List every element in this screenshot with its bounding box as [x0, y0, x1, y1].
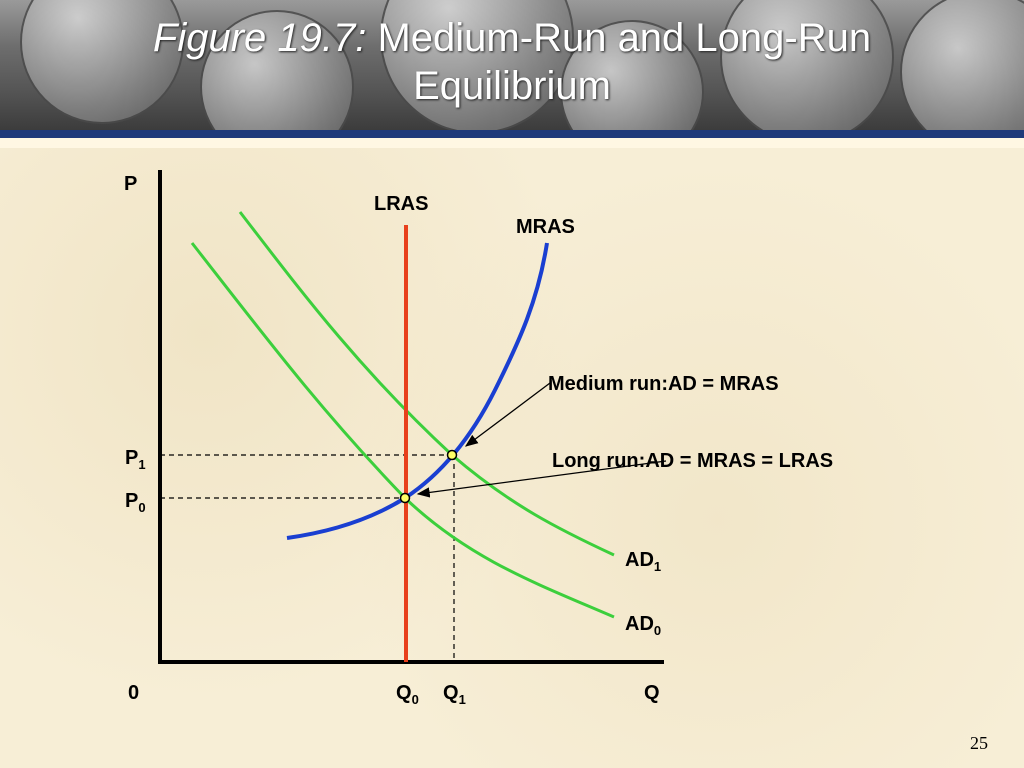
q0-label: Q0 [396, 682, 419, 707]
title-line1: Medium-Run and Long-Run [377, 16, 872, 60]
header-rule-light [0, 138, 1024, 148]
title-line2: Equilibrium [413, 64, 611, 108]
coin-decoration [720, 0, 894, 130]
coin-decoration [200, 10, 354, 130]
page-number: 25 [970, 733, 988, 753]
y-axis-label: P [124, 173, 137, 195]
lras-label: LRAS [374, 193, 428, 215]
q1-label: Q1 [443, 682, 466, 707]
ad0-label: AD0 [625, 613, 661, 638]
p0-label: P0 [125, 490, 146, 515]
slide-title: Figure 19.7: Medium-Run and Long-Run Equ… [0, 14, 1024, 110]
equilibrium-diagram: P Q 0 LRAS MRAS AD1 AD0 P1 P0 Q0 Q1 Medi… [124, 170, 833, 707]
ad0-curve [190, 242, 615, 619]
medium-run-annotation: Medium run:AD = MRAS [548, 373, 779, 395]
ad1-curve [238, 211, 615, 557]
ad1-label: AD1 [625, 549, 661, 574]
x-axis-label: Q [644, 682, 660, 704]
coin-decoration [900, 0, 1024, 130]
origin-label: 0 [128, 682, 139, 704]
header-rule [0, 130, 1024, 138]
slide-body: P Q 0 LRAS MRAS AD1 AD0 P1 P0 Q0 Q1 Medi… [0, 148, 1024, 768]
mras-label: MRAS [516, 216, 575, 238]
mras-curve [286, 242, 549, 540]
equilibrium-point-p0 [399, 492, 411, 504]
coin-decoration [560, 20, 704, 130]
long-run-arrow [416, 460, 667, 498]
medium-run-arrow [464, 382, 551, 447]
p1-label: P1 [125, 447, 146, 472]
figure-number: Figure 19.7: [152, 16, 367, 60]
equilibrium-point-p1 [446, 449, 458, 461]
long-run-annotation: Long run:AD = MRAS = LRAS [552, 450, 833, 472]
slide-header: Figure 19.7: Medium-Run and Long-Run Equ… [0, 0, 1024, 130]
